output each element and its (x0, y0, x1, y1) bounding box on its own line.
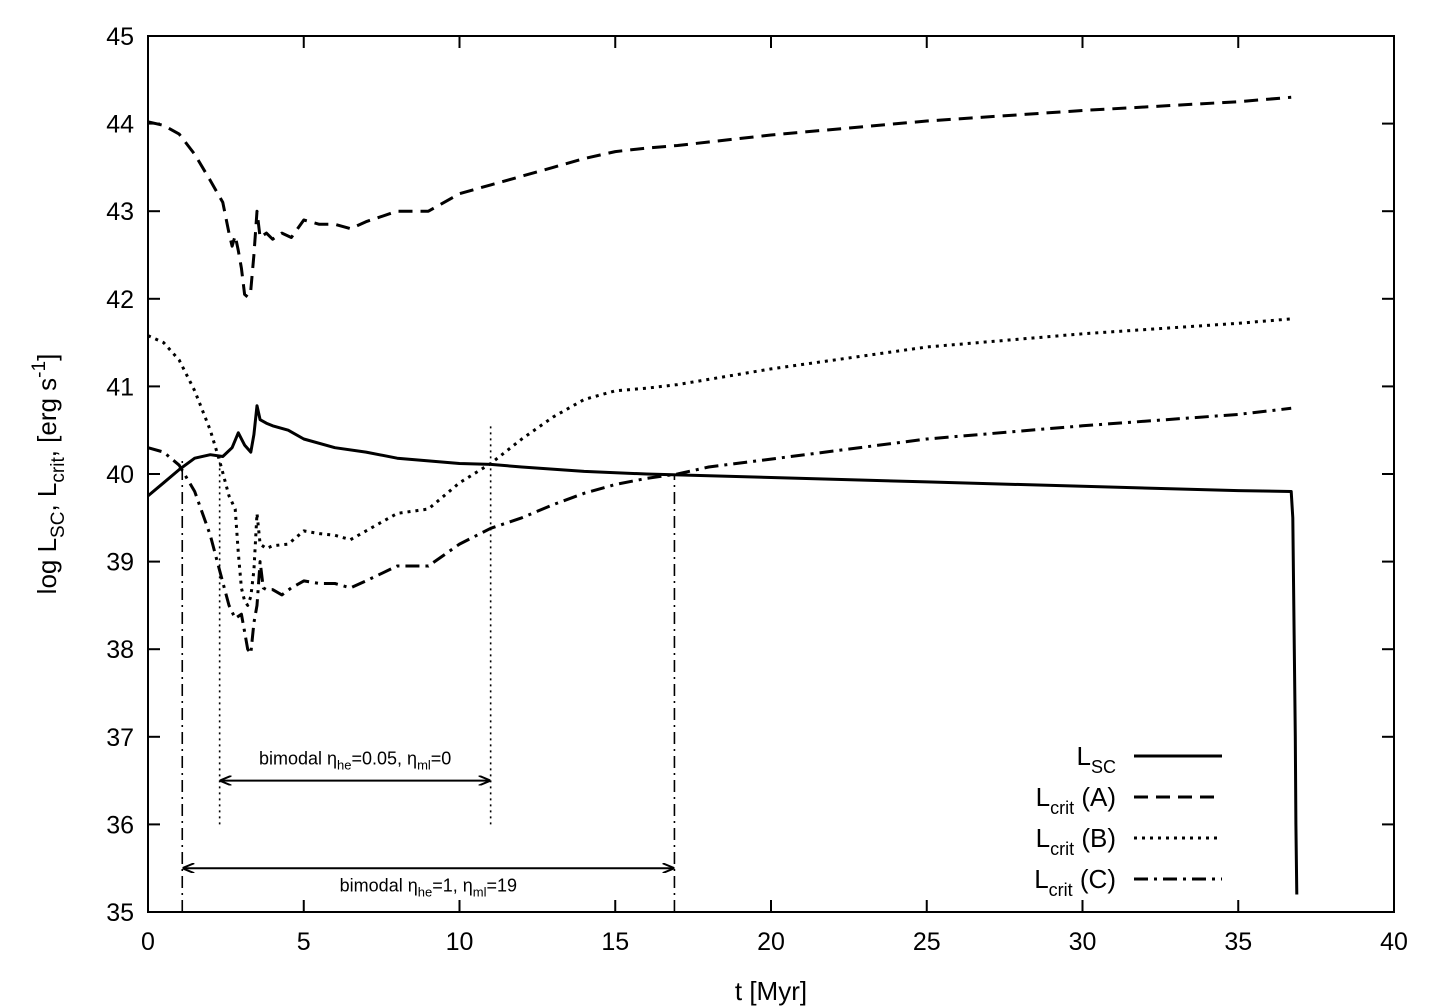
x-tick-label: 40 (1380, 928, 1408, 956)
annotations: bimodal ηhe=0.05, ηml=0 bimodal ηhe=1, ηm… (181, 425, 676, 912)
x-tick-label: 25 (913, 928, 941, 956)
plot-frame (147, 35, 1395, 913)
annotation-bimodal-c: bimodal ηhe=1, ηml=19 (181, 456, 676, 912)
annotation-label: bimodal ηhe=0.05, ηml=0 (259, 749, 451, 773)
legend-item-lcritC: Lcrit (C) (1034, 864, 1222, 900)
y-tick-label: 40 (106, 461, 134, 489)
y-axis-label: log LSC, Lcrit, [erg s-1] (29, 354, 69, 595)
legend-item-lcritA: Lcrit (A) (1036, 782, 1222, 818)
y-tick-label: 44 (106, 111, 134, 139)
legend-label: Lcrit (A) (1036, 782, 1116, 818)
x-axis-label: t [Myr] (735, 976, 807, 1006)
annotation-bimodal-b: bimodal ηhe=0.05, ηml=0 (218, 425, 492, 825)
x-tick-label: 5 (297, 928, 311, 956)
x-tick-label: 20 (757, 928, 785, 956)
y-tick-label: 37 (106, 724, 134, 752)
y-tick-label: 36 (106, 811, 134, 839)
y-tick-label: 38 (106, 636, 134, 664)
legend-label: LSC (1077, 741, 1116, 777)
y-tick-label: 41 (106, 373, 134, 401)
series-line-lcritA (147, 95, 1292, 299)
x-tick-label: 0 (141, 928, 155, 956)
legend: LSC Lcrit (A) Lcrit (B) Lcrit (C) (1034, 741, 1222, 900)
legend-label: Lcrit (C) (1034, 864, 1116, 900)
x-tick-label: 30 (1069, 928, 1097, 956)
y-tick-label: 35 (106, 899, 134, 927)
series-line-lcritB (147, 317, 1292, 607)
series-line-lcritC (147, 406, 1292, 656)
axis-ticks: 0 5 10 15 20 25 30 35 40 35 36 37 38 39 40 41 42 43 44 45 (106, 23, 1408, 956)
y-tick-label: 43 (106, 198, 134, 226)
legend-item-lcritB: Lcrit (B) (1036, 823, 1222, 859)
axis-labels: t [Myr] log LSC, Lcrit, [erg s-1] (29, 354, 807, 1006)
y-tick-label: 39 (106, 549, 134, 577)
x-tick-label: 15 (601, 928, 629, 956)
y-tick-label: 42 (106, 286, 134, 314)
x-tick-label: 10 (446, 928, 474, 956)
legend-label: Lcrit (B) (1036, 823, 1116, 859)
y-tick-label: 45 (106, 23, 134, 51)
data-series (147, 95, 1299, 895)
x-tick-label: 35 (1224, 928, 1252, 956)
legend-item-lsc: LSC (1077, 741, 1222, 777)
annotation-label: bimodal ηhe=1, ηml=19 (340, 876, 517, 900)
series-line-lsc (147, 404, 1299, 895)
